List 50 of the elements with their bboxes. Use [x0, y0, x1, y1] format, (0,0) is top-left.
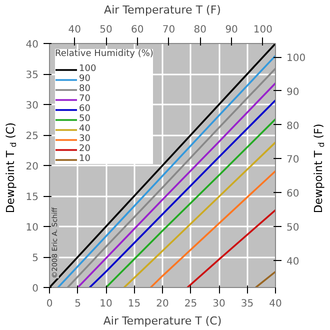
x2-axis-title: Air Temperature T (F) — [104, 4, 221, 16]
x-tick-label: 15 — [128, 298, 141, 310]
x2-tick-label: 100 — [253, 24, 272, 36]
x-tick-label: 35 — [240, 298, 254, 310]
y-tick-label: 20 — [26, 162, 39, 172]
x-tick-label: 0 — [46, 298, 53, 310]
x2-tick-label: 50 — [100, 24, 112, 36]
legend-label: 70 — [79, 94, 92, 104]
legend-label: 40 — [79, 124, 92, 134]
y-tick-label: 40 — [26, 40, 39, 50]
x2-tick-label: 90 — [225, 24, 238, 36]
y2-tick-label: 90 — [286, 86, 300, 98]
x2-tick-label: 40 — [68, 24, 81, 36]
y-tick-label: 5 — [32, 253, 39, 264]
x-axis-title: Air Temperature T (C) — [103, 314, 222, 328]
x-tick-label: 10 — [100, 298, 112, 310]
x2-tick-label: 80 — [194, 24, 207, 36]
legend-label: 20 — [79, 144, 92, 154]
x2-tick-label: 60 — [131, 24, 144, 36]
legend-label: 60 — [79, 104, 92, 114]
legend-label: 100 — [79, 64, 98, 74]
y-tick-label: 10 — [26, 222, 39, 234]
line-series — [123, 141, 276, 288]
y-tick-label: 30 — [26, 100, 39, 112]
legend-label: 10 — [79, 154, 92, 164]
y2-tick-label: 80 — [286, 120, 300, 132]
x-tick-label: 5 — [74, 298, 81, 310]
x-tick-label: 20 — [156, 298, 169, 310]
x-tick-label: 40 — [269, 298, 282, 310]
y2-tick-label: 40 — [286, 256, 300, 268]
y2-tick-label: 70 — [286, 154, 300, 166]
line-series — [150, 170, 276, 288]
legend-label: 80 — [79, 84, 92, 94]
y-tick-label: 25 — [26, 131, 39, 142]
y2-tick-label: 60 — [286, 188, 300, 200]
x-tick-label: 30 — [212, 298, 226, 310]
legend-title: Relative Humidity (%) — [55, 49, 154, 59]
x2-tick-label: 70 — [162, 24, 176, 36]
line-series — [105, 118, 276, 288]
legend-label: 90 — [79, 74, 92, 84]
y-tick-label: 0 — [32, 284, 39, 294]
y-tick-label: 15 — [26, 192, 39, 203]
y2-tick-label: 100 — [286, 53, 306, 64]
y2-axis-title: Dewpoint Td (F) — [312, 124, 326, 214]
y-axis-title: Dewpoint Td (C) — [4, 122, 18, 214]
x-tick-label: 25 — [184, 298, 198, 310]
legend-label: 50 — [79, 114, 92, 124]
y-tick-label: 35 — [26, 70, 39, 81]
y2-tick-label: 50 — [286, 222, 300, 234]
legend-label: 30 — [79, 134, 92, 144]
